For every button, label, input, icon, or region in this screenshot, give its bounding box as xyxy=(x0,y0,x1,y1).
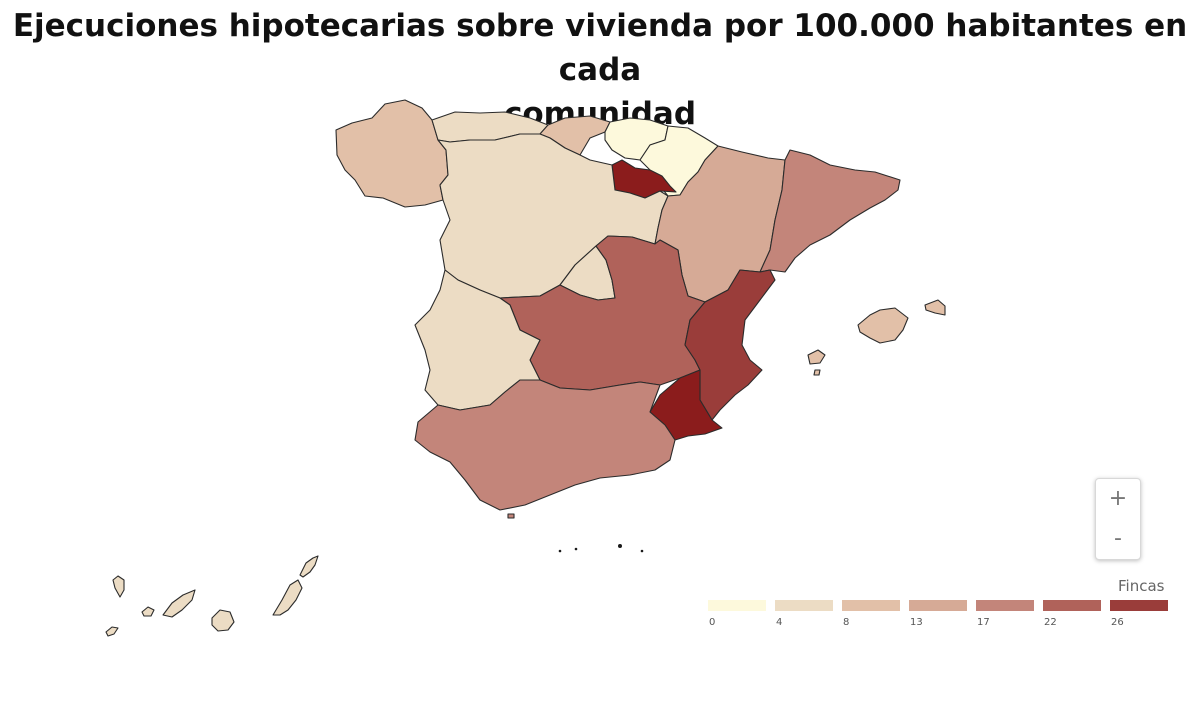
isle-marker-2 xyxy=(574,547,578,551)
region-baleares-menorca[interactable] xyxy=(924,299,946,316)
region-cataluna[interactable] xyxy=(759,149,901,273)
map-title: Ejecuciones hipotecarias sobre vivienda … xyxy=(0,4,1200,136)
isle-marker-1 xyxy=(558,549,562,553)
region-baleares-formentera[interactable] xyxy=(813,369,821,376)
region-murcia[interactable] xyxy=(649,369,723,441)
region-canarias-lanzarote[interactable] xyxy=(299,555,319,578)
legend-tick-label: 13 xyxy=(910,617,923,628)
legend-tick-label: 0 xyxy=(709,617,716,628)
region-canarias-la-palma[interactable] xyxy=(112,575,125,598)
region-ceuta[interactable] xyxy=(507,513,515,519)
legend-tick-label: 8 xyxy=(843,617,850,628)
zoom-out-button[interactable]: - xyxy=(1114,526,1122,551)
legend-swatch xyxy=(708,600,766,611)
region-canarias-fuerteventura[interactable] xyxy=(272,579,303,616)
legend: 0 4 8 13 17 22 26 xyxy=(708,600,1178,640)
region-andalucia[interactable] xyxy=(414,379,676,511)
region-canarias-gomera[interactable] xyxy=(141,606,155,617)
legend-swatch xyxy=(842,600,900,611)
region-canarias-hierro[interactable] xyxy=(105,626,119,637)
legend-tick-label: 22 xyxy=(1044,617,1057,628)
region-canarias-gran-canaria[interactable] xyxy=(211,609,235,632)
legend-tick-label: 26 xyxy=(1111,617,1124,628)
region-galicia[interactable] xyxy=(335,99,449,208)
legend-swatch xyxy=(1110,600,1168,611)
zoom-in-button[interactable]: + xyxy=(1108,486,1128,511)
region-baleares-mallorca[interactable] xyxy=(857,307,909,344)
region-melilla[interactable] xyxy=(618,544,622,548)
map-title-line-1: Ejecuciones hipotecarias sobre vivienda … xyxy=(12,8,1188,88)
region-comunidad-valenciana[interactable] xyxy=(684,269,776,421)
region-canarias-tenerife[interactable] xyxy=(162,589,196,618)
region-baleares-ibiza[interactable] xyxy=(807,349,826,365)
legend-tick-label: 17 xyxy=(977,617,990,628)
legend-swatch xyxy=(775,600,833,611)
legend-title: Fincas xyxy=(1118,577,1165,595)
legend-swatch xyxy=(1043,600,1101,611)
legend-tick-label: 4 xyxy=(776,617,783,628)
zoom-control: + - xyxy=(1095,478,1141,560)
legend-swatch xyxy=(976,600,1034,611)
isle-marker-3 xyxy=(640,549,644,553)
legend-swatch xyxy=(909,600,967,611)
